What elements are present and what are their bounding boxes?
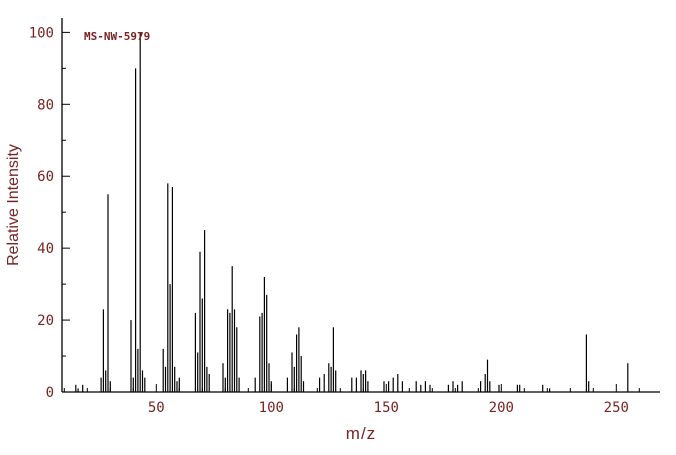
y-tick-label: 20 [37,313,54,329]
y-tick-label: 0 [46,385,54,401]
x-tick-label: 50 [148,400,165,416]
y-tick-label: 60 [37,169,54,185]
x-tick-label: 150 [374,400,399,416]
x-tick-label: 200 [489,400,514,416]
y-axis-title: Relative Intensity [5,144,22,266]
y-tick-label: 100 [29,25,54,41]
spectrum-id-label: MS-NW-5979 [84,30,151,43]
x-axis-title: m/z [345,424,377,443]
x-tick-label: 100 [259,400,284,416]
y-tick-label: 80 [37,97,54,113]
y-tick-label: 40 [37,241,54,257]
x-tick-label: 250 [604,400,629,416]
